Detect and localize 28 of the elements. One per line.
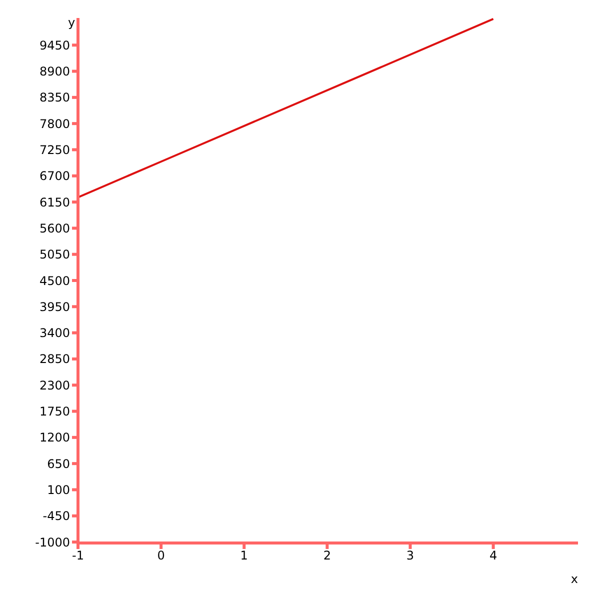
y-tick-label: 8350 [39,90,70,105]
y-tick-label: 1200 [39,430,70,445]
y-tick-label: 1750 [39,404,70,419]
y-tick-label: 2300 [39,378,70,392]
x-axis-title: x [570,572,578,586]
x-tick-label: 4 [489,548,498,563]
x-tick-label: 3 [406,548,414,563]
y-tick-label: 7250 [39,142,70,157]
y-axis-title: y [68,16,76,30]
y-tick-label: 9450 [39,38,70,52]
y-tick-label: 6700 [39,169,70,184]
y-tick-label: 2850 [39,352,70,366]
x-tick-label: 2 [323,548,331,563]
y-tick-label: 100 [47,483,70,497]
y-tick-label: 6150 [39,195,70,210]
y-tick-label: 7800 [39,116,70,131]
y-tick-label: 5600 [39,221,70,236]
y-tick-label: -450 [42,509,70,524]
y-tick-label: 650 [47,456,70,471]
x-tick-label: 0 [157,548,165,563]
x-tick-label: 1 [240,548,248,563]
y-tick-label: 3950 [39,300,70,314]
y-tick-label: 5050 [39,248,70,262]
y-tick-label: -1000 [35,535,70,550]
y-tick-label: 4500 [39,274,70,288]
y-tick-label: 3400 [39,326,70,340]
x-tick-label: -1 [72,548,84,563]
y-tick-label: 8900 [39,64,70,79]
